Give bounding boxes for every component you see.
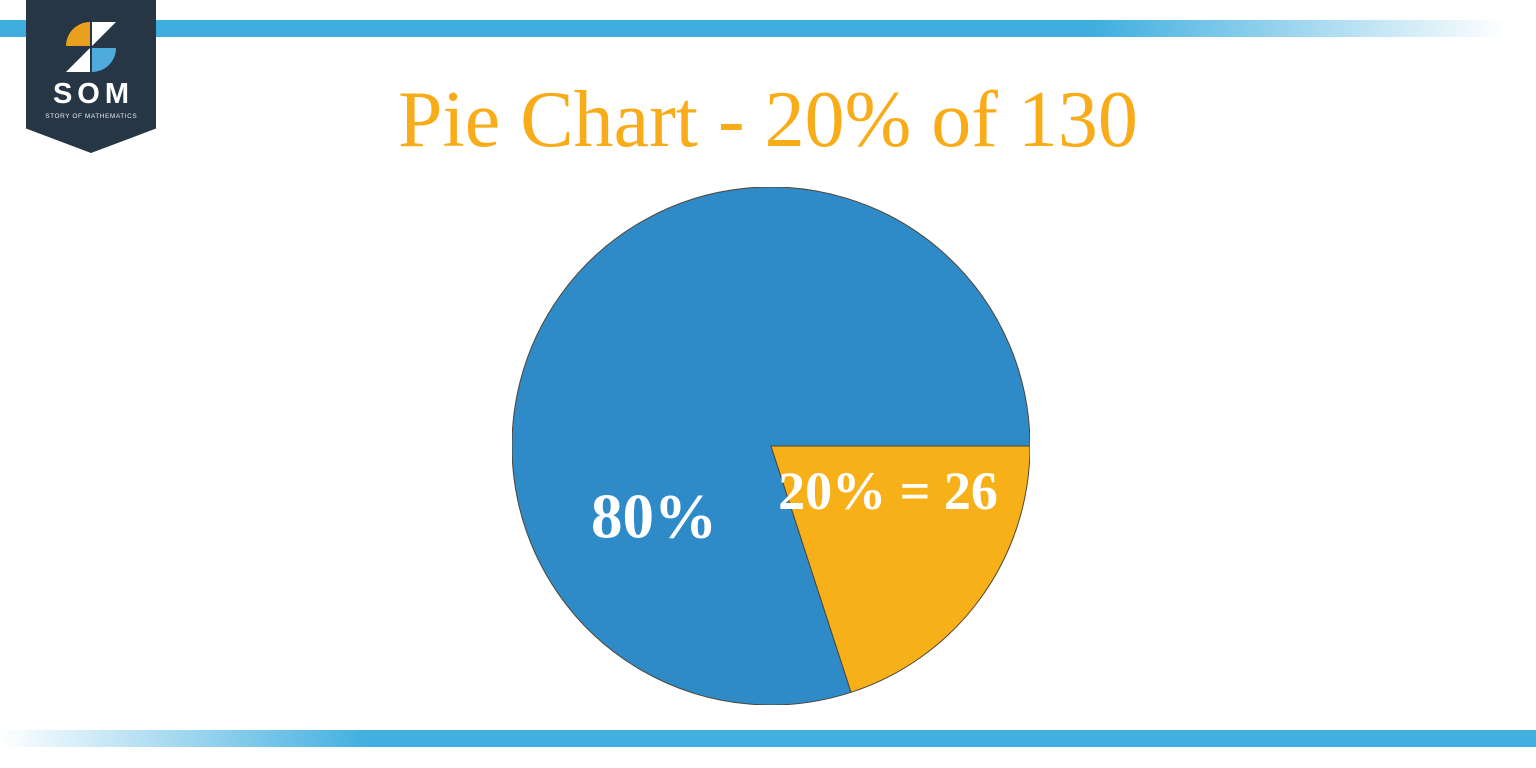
pie-chart-svg <box>512 187 1030 705</box>
som-pinwheel-icon <box>66 22 116 72</box>
pie-label-20: 20% = 26 <box>778 461 998 521</box>
pie-label-80: 80% <box>591 481 717 552</box>
som-logo-banner: SOM STORY OF MATHEMATICS <box>26 0 156 153</box>
page-title: Pie Chart - 20% of 130 <box>398 76 1138 164</box>
pie-slice-20 <box>770 445 1030 693</box>
pinwheel-quarter-blue-icon <box>92 48 116 72</box>
pinwheel-triangle-bottom-icon <box>66 48 90 72</box>
pinwheel-triangle-top-icon <box>92 22 116 46</box>
logo-wordmark: SOM <box>52 78 135 110</box>
pie-chart <box>512 187 1030 705</box>
top-accent-stripe <box>0 20 1536 37</box>
pie-slice-80 <box>512 187 1030 705</box>
bottom-accent-stripe <box>0 730 1536 747</box>
pinwheel-quarter-orange-icon <box>66 22 90 46</box>
logo-tagline: STORY OF MATHEMATICS <box>45 113 138 120</box>
